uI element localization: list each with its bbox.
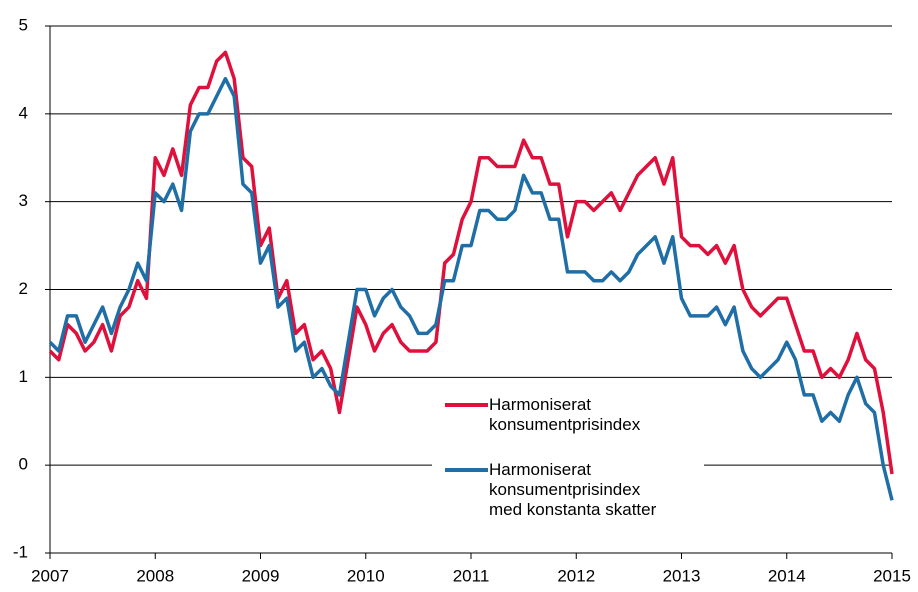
- legend-label: Harmoniserat konsumentprisindex: [489, 395, 641, 434]
- x-tick-label: 2013: [663, 566, 701, 585]
- x-tick-label: 2008: [136, 566, 174, 585]
- legend-label: Harmoniserat konsumentprisindex med kons…: [489, 460, 657, 519]
- y-tick-label: 0: [19, 455, 28, 474]
- legend-swatch: [445, 468, 488, 472]
- y-tick-label: -1: [13, 542, 28, 561]
- series-line: [48, 76, 894, 501]
- x-tick-label: 2015: [873, 566, 911, 585]
- x-tick-label: 2014: [768, 566, 806, 585]
- y-tick-label: 1: [19, 367, 28, 386]
- series-line: [48, 50, 894, 475]
- y-tick-label: 2: [19, 279, 28, 298]
- y-tick-label: 4: [19, 103, 28, 122]
- legend-swatch: [445, 403, 488, 407]
- x-tick-label: 2007: [31, 566, 69, 585]
- x-tick-label: 2009: [242, 566, 280, 585]
- x-tick-label: 2010: [347, 566, 385, 585]
- x-tick-label: 2012: [557, 566, 595, 585]
- y-tick-label: 5: [19, 15, 28, 34]
- legend: Harmoniserat konsumentprisindex Harmonis…: [432, 385, 704, 535]
- x-tick-label: 2011: [453, 566, 490, 585]
- y-tick-label: 3: [19, 191, 28, 210]
